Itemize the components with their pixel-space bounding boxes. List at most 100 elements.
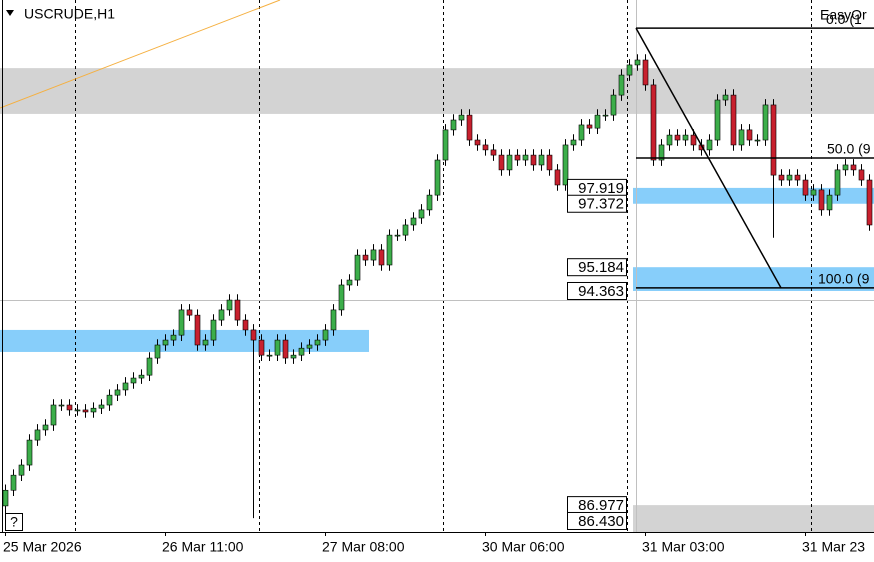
- candle-body: [538, 154, 545, 166]
- candle-body: [338, 284, 345, 311]
- candle-body: [642, 59, 649, 86]
- price-label: 97.919: [578, 180, 624, 197]
- price-label: 94.363: [578, 283, 624, 300]
- candle-body: [490, 149, 497, 156]
- candle-body: [786, 174, 793, 181]
- candle-body: [82, 409, 89, 413]
- candle-body: [258, 339, 265, 356]
- fibo-trend: [635, 27, 782, 289]
- candle-body: [266, 354, 273, 357]
- candle-body: [810, 189, 817, 196]
- symbol-title: USCRUDE,H1: [24, 6, 115, 22]
- candle-body: [586, 124, 593, 129]
- candle-body: [706, 139, 713, 151]
- price-label-box: [567, 281, 627, 300]
- zone: [633, 505, 874, 532]
- candle-body: [202, 339, 209, 346]
- fibo-label: 50.0 (9: [827, 141, 871, 157]
- price-label: 86.977: [578, 497, 624, 514]
- menu-arrow[interactable]: [6, 10, 14, 16]
- candle-body: [122, 382, 129, 391]
- zone: [0, 329, 369, 352]
- candle-body: [522, 154, 529, 161]
- candle-body: [2, 489, 9, 507]
- help-button[interactable]: [5, 513, 23, 531]
- candle-body: [434, 159, 441, 196]
- x-tick-label: 31 Mar 23: [802, 539, 865, 555]
- candle-body: [474, 139, 481, 146]
- candle-body: [138, 374, 145, 379]
- candle-body: [410, 217, 417, 226]
- zones: [0, 68, 874, 532]
- candle-body: [866, 179, 873, 226]
- candle-body: [146, 357, 153, 376]
- help-button-label[interactable]: ?: [10, 514, 18, 530]
- candle-body: [42, 424, 49, 431]
- candle-body: [226, 299, 233, 311]
- indicator-label: EasyOr: [820, 7, 867, 23]
- separators: [75, 0, 812, 532]
- candle-body: [298, 347, 305, 356]
- candle-body: [650, 84, 657, 161]
- candle-body: [10, 474, 17, 491]
- price-label-box: [567, 258, 627, 277]
- candle-body: [186, 309, 193, 316]
- x-tick-label: 30 Mar 06:00: [482, 539, 565, 555]
- candle-body: [18, 464, 25, 476]
- candle-body: [90, 407, 97, 413]
- candle-body: [778, 174, 785, 181]
- fibo-label: 0.0 (1: [826, 11, 862, 27]
- price-label: 86.430: [578, 513, 624, 530]
- candle-body: [170, 334, 177, 341]
- candle-body: [482, 144, 489, 151]
- candle-body: [802, 179, 809, 196]
- zone: [633, 267, 874, 291]
- candle-body: [594, 114, 601, 129]
- candle-body: [514, 154, 521, 161]
- candle-body: [746, 129, 753, 141]
- candle-body: [762, 104, 769, 141]
- candle-body: [386, 234, 393, 266]
- candle-body: [570, 139, 577, 146]
- candle-body: [66, 404, 73, 411]
- x-tick-label: 27 Mar 08:00: [322, 539, 405, 555]
- candle-body: [58, 404, 65, 407]
- candle-body: [658, 144, 665, 161]
- trendline: [0, 0, 281, 109]
- candle-body: [106, 394, 113, 406]
- candle-body: [546, 154, 553, 171]
- candle-body: [834, 169, 841, 196]
- candle-body: [394, 234, 401, 237]
- candle-body: [162, 339, 169, 346]
- candle-body: [666, 134, 673, 146]
- candle-body: [250, 329, 257, 341]
- candle-body: [690, 134, 697, 146]
- candle-body: [418, 209, 425, 219]
- candle-body: [682, 134, 689, 141]
- candle-body: [498, 154, 505, 171]
- candle-body: [770, 104, 777, 176]
- x-tick-label: 26 Mar 11:00: [162, 539, 244, 555]
- candle-body: [322, 329, 329, 341]
- candle-body: [378, 249, 385, 266]
- candle-body: [674, 134, 681, 141]
- candles: [2, 54, 873, 519]
- fibonacci: 0.0 (1 50.0 (9 100.0 (9: [635, 11, 874, 289]
- candle-body: [602, 114, 609, 117]
- candle-body: [634, 59, 641, 66]
- candle-body: [74, 409, 81, 412]
- candle-body: [530, 154, 537, 166]
- candle-body: [818, 189, 825, 211]
- candle-body: [50, 404, 57, 426]
- candle-body: [306, 344, 313, 349]
- candle-body: [458, 114, 465, 121]
- candle-body: [618, 74, 625, 96]
- candle-body: [34, 429, 41, 441]
- candle-body: [242, 319, 249, 331]
- price-label-box: [567, 511, 627, 530]
- candle-body: [362, 254, 369, 261]
- candle-body: [114, 389, 121, 396]
- candle-body: [730, 94, 737, 146]
